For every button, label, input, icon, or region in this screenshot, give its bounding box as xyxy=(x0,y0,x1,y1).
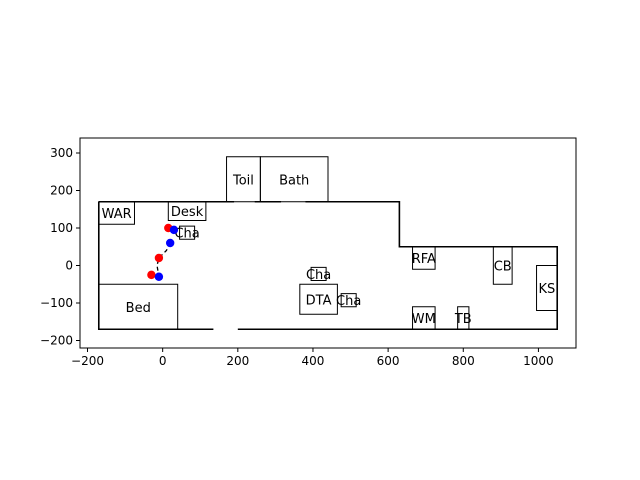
room-box xyxy=(492,246,513,285)
floor-plan-layer xyxy=(97,200,559,331)
axis-ticks: −200 0 200 400 600 800 1000 −200 −100 0 100 200 300 xyxy=(40,146,554,368)
data-point xyxy=(169,225,179,235)
x-tick-label: 800 xyxy=(452,354,475,368)
room-label: WAR xyxy=(102,207,132,222)
room-label: RFA xyxy=(412,252,436,267)
floor-outline xyxy=(97,200,559,331)
x-tick-label: 600 xyxy=(377,354,400,368)
room-box xyxy=(536,265,558,311)
room-label: Cha xyxy=(336,294,361,309)
x-tick-label: 0 xyxy=(159,354,167,368)
room-box xyxy=(457,306,470,330)
room-box xyxy=(412,306,436,330)
room-label: TB xyxy=(454,312,472,327)
room-label: Bed xyxy=(126,301,151,316)
room-label: DTA xyxy=(306,293,332,308)
y-tick-label: 0 xyxy=(65,259,73,273)
room-label: Desk xyxy=(171,205,204,220)
point-layer xyxy=(147,223,179,281)
room-label: WM xyxy=(412,312,436,327)
data-point xyxy=(154,253,164,263)
y-tick-label: 100 xyxy=(50,221,73,235)
y-tick-label: −200 xyxy=(40,334,73,348)
axes-frame xyxy=(79,137,577,349)
room-label: Bath xyxy=(279,173,309,188)
data-point xyxy=(154,272,164,281)
path-layer xyxy=(156,227,175,277)
x-tick-label: 1000 xyxy=(523,354,554,368)
y-tick-label: 200 xyxy=(50,184,73,198)
room-label: KS xyxy=(538,282,555,297)
data-point xyxy=(147,270,156,280)
room-layer: WAR Desk Cha Toil Bath Bed Cha DTA Cha RFA CB KS WM T… xyxy=(98,156,558,330)
trajectory-path xyxy=(156,242,171,277)
x-tick-label: −200 xyxy=(71,354,104,368)
y-tick-label: 300 xyxy=(50,146,73,160)
data-point xyxy=(165,238,175,248)
y-tick-label: −100 xyxy=(40,296,73,310)
x-tick-label: 200 xyxy=(226,354,249,368)
room-box xyxy=(98,201,135,225)
room-box xyxy=(340,293,357,308)
room-box xyxy=(179,225,196,240)
room-box xyxy=(412,246,436,270)
room-box xyxy=(310,266,327,281)
room-box xyxy=(167,201,207,221)
room-label: Cha xyxy=(306,268,331,283)
room-box xyxy=(259,156,329,203)
room-label: CB xyxy=(494,260,512,275)
x-tick-label: 400 xyxy=(302,354,325,368)
room-box xyxy=(98,283,179,330)
room-label: Cha xyxy=(174,227,199,242)
room-box xyxy=(299,283,338,315)
room-label: Toil xyxy=(232,173,254,188)
